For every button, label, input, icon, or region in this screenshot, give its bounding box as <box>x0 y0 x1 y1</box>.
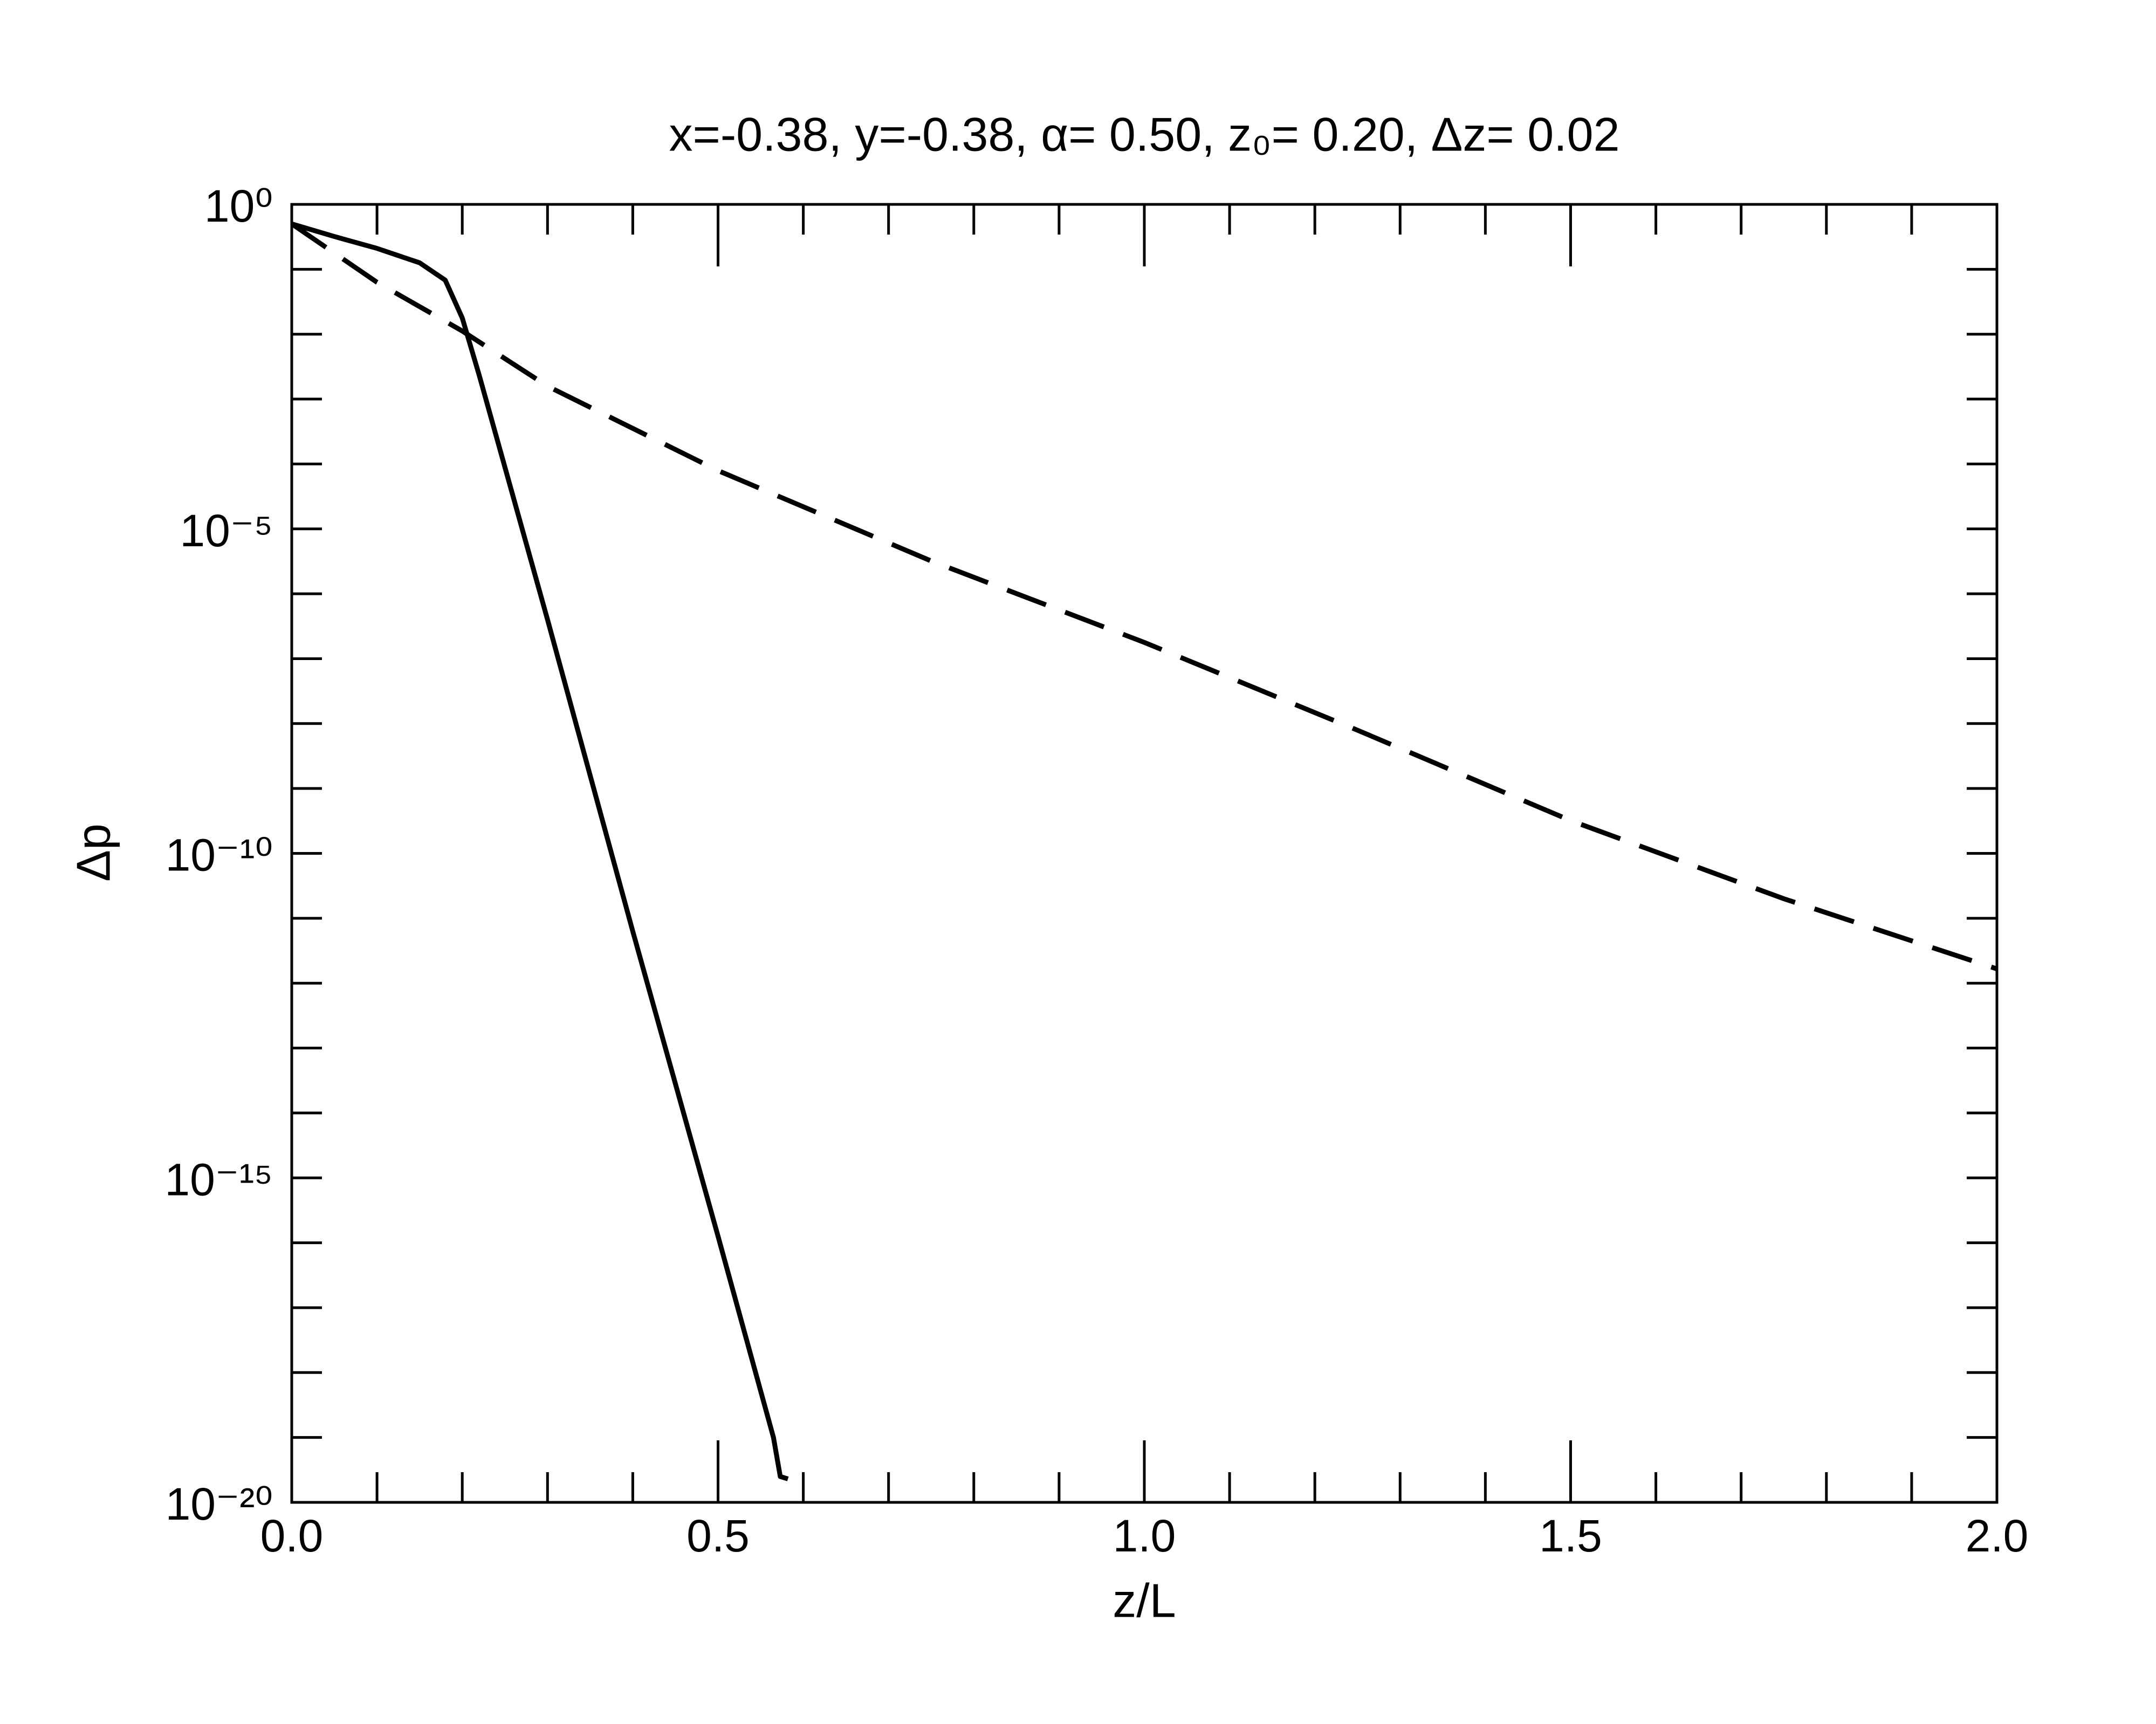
series-line <box>292 222 1997 971</box>
x-tick-label: 0.0 <box>260 1510 324 1561</box>
x-tick-label: 0.5 <box>686 1510 750 1561</box>
series-line <box>292 221 789 1481</box>
y-tick-label: 10⁻¹⁵ <box>164 1154 273 1205</box>
y-tick-label: 10⁻²⁰ <box>166 1479 273 1529</box>
y-tick-label: 10⁻⁵ <box>180 505 273 556</box>
y-axis-label: Δp <box>66 823 120 882</box>
x-axis-label: z/L <box>1113 1574 1176 1627</box>
chart-title: x=-0.38, y=-0.38, α= 0.50, z₀= 0.20, Δz=… <box>669 107 1619 161</box>
x-tick-label: 1.0 <box>1113 1510 1176 1561</box>
x-tick-label: 1.5 <box>1539 1510 1602 1561</box>
plot-frame <box>290 203 1999 1504</box>
y-tick-label: 10⁰ <box>204 181 273 231</box>
x-tick-label: 2.0 <box>1966 1510 2029 1561</box>
y-tick-label: 10⁻¹⁰ <box>166 830 273 881</box>
